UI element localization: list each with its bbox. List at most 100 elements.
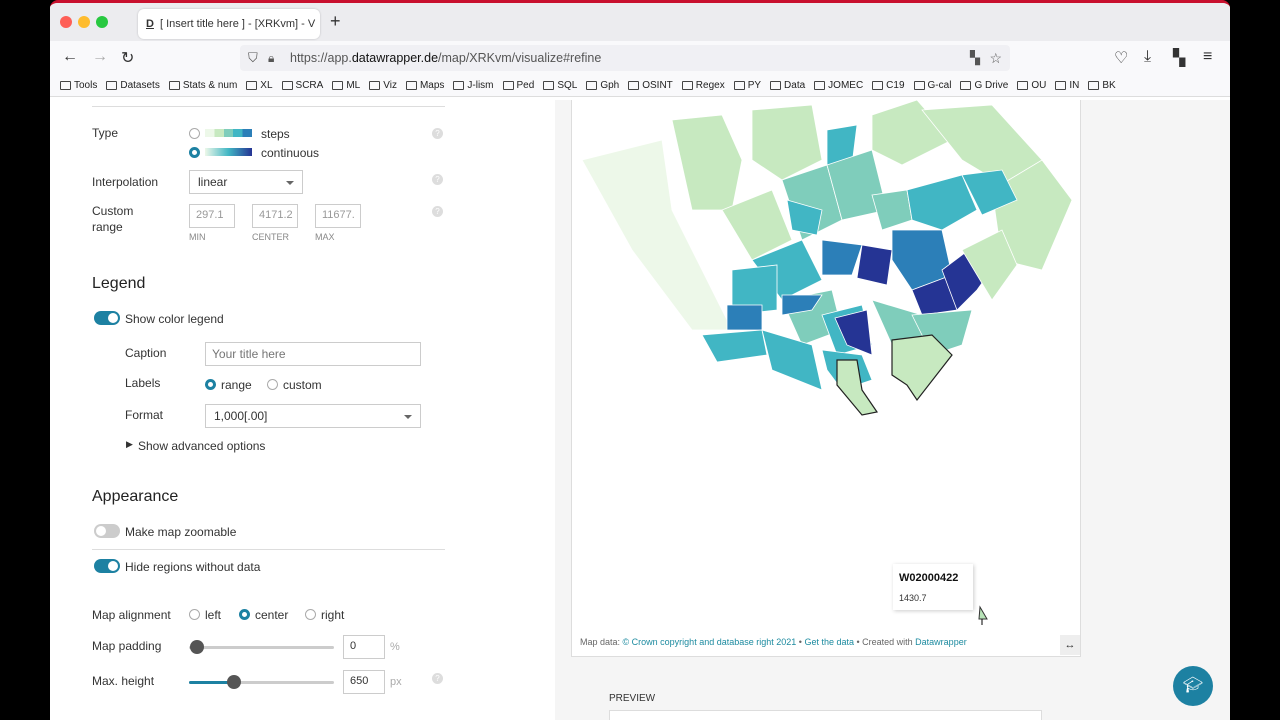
labels-range-radio[interactable] xyxy=(205,379,216,390)
bookmark-ml[interactable]: ML xyxy=(332,80,360,91)
bookmark-bk[interactable]: BK xyxy=(1088,80,1116,91)
height-input[interactable]: 650 xyxy=(343,670,385,694)
new-tab-button[interactable]: + xyxy=(330,11,341,31)
bookmark-ou[interactable]: OU xyxy=(1017,80,1046,91)
align-left-radio[interactable] xyxy=(189,609,200,620)
bookmark-sql[interactable]: SQL xyxy=(543,80,577,91)
hide-regions-toggle[interactable] xyxy=(94,559,120,573)
bookmark-viz[interactable]: Viz xyxy=(369,80,397,91)
padding-input[interactable]: 0 xyxy=(343,635,385,659)
pocket-icon[interactable]: ♡ xyxy=(1114,50,1129,67)
bookmark-maps[interactable]: Maps xyxy=(405,80,445,91)
range-max-input[interactable]: 11677. xyxy=(315,204,361,228)
bookmark-datasets[interactable]: Datasets xyxy=(106,80,160,91)
map-region[interactable] xyxy=(781,294,823,316)
zoomable-toggle[interactable] xyxy=(94,524,120,538)
maximize-window-button[interactable] xyxy=(96,16,108,28)
bookmark-g-drive[interactable]: G Drive xyxy=(960,80,1008,91)
bookmark-label: Maps xyxy=(419,80,445,91)
bookmark-in[interactable]: IN xyxy=(1055,80,1079,91)
qr-code-icon[interactable]: ▚ xyxy=(970,50,980,65)
map-footer: Map data: © Crown copyright and database… xyxy=(580,637,967,647)
map-region[interactable] xyxy=(726,304,763,331)
bookmark-j-lism[interactable]: J-lism xyxy=(453,80,494,91)
bookmark-osint[interactable]: OSINT xyxy=(628,80,673,91)
map-region[interactable] xyxy=(856,244,893,286)
steps-swatch xyxy=(205,129,252,137)
expand-triangle-icon[interactable]: ▶ xyxy=(126,439,133,449)
map-region[interactable] xyxy=(821,239,863,276)
bookmark-regex[interactable]: Regex xyxy=(681,80,725,91)
map-region[interactable] xyxy=(906,174,978,231)
folder-icon xyxy=(106,81,118,90)
map-region[interactable] xyxy=(786,199,823,236)
get-data-link[interactable]: Get the data xyxy=(804,637,854,647)
align-center-radio[interactable] xyxy=(239,609,250,620)
padding-slider[interactable] xyxy=(189,646,334,649)
map-region[interactable] xyxy=(871,189,913,231)
help-icon[interactable]: ? xyxy=(432,673,443,684)
bookmark-data[interactable]: Data xyxy=(770,80,805,91)
format-select[interactable]: 1,000[.00] xyxy=(205,404,421,428)
help-icon[interactable]: ? xyxy=(432,174,443,185)
download-icon[interactable]: ⤓ xyxy=(1144,48,1152,65)
reload-icon[interactable]: ↻ xyxy=(121,50,135,67)
bookmark-label: SQL xyxy=(557,80,578,91)
map-region[interactable] xyxy=(701,329,768,363)
help-icon[interactable]: ? xyxy=(432,128,443,139)
height-slider-handle[interactable] xyxy=(227,675,241,689)
map-region-highlighted[interactable] xyxy=(836,359,879,416)
interpolation-select[interactable]: linear xyxy=(189,170,303,194)
close-window-button[interactable] xyxy=(60,16,72,28)
type-continuous-radio[interactable] xyxy=(189,147,200,158)
help-icon[interactable]: ? xyxy=(432,206,443,217)
range-min-input[interactable]: 297.1 xyxy=(189,204,235,228)
max-label: MAX xyxy=(315,232,335,242)
resize-icon[interactable]: ↔ xyxy=(1060,635,1080,655)
padding-slider-handle[interactable] xyxy=(190,640,204,654)
range-center-input[interactable]: 4171.2 xyxy=(252,204,298,228)
advanced-options-link[interactable]: Show advanced options xyxy=(138,439,266,453)
caption-input[interactable] xyxy=(205,342,421,366)
bookmark-py[interactable]: PY xyxy=(733,80,761,91)
map-region-highlighted[interactable] xyxy=(891,334,953,402)
type-steps-radio[interactable] xyxy=(189,128,200,139)
extensions-icon[interactable]: ▚ xyxy=(1173,50,1186,67)
map-region[interactable] xyxy=(671,114,743,211)
map-region[interactable] xyxy=(731,264,778,316)
bookmark-gph[interactable]: Gph xyxy=(586,80,619,91)
datawrapper-link[interactable]: Datawrapper xyxy=(915,637,967,647)
bookmark-stats-num[interactable]: Stats & num xyxy=(168,80,237,91)
minimize-window-button[interactable] xyxy=(78,16,90,28)
map-region[interactable] xyxy=(834,309,873,356)
choropleth-map[interactable] xyxy=(572,100,1082,430)
bookmark-c19[interactable]: C19 xyxy=(872,80,905,91)
back-icon[interactable]: ← xyxy=(62,48,78,65)
bookmark-ped[interactable]: Ped xyxy=(502,80,534,91)
map-region[interactable] xyxy=(761,329,823,391)
bookmark-scra[interactable]: SCRA xyxy=(281,80,323,91)
labels-custom-radio[interactable] xyxy=(267,379,278,390)
map-region[interactable] xyxy=(961,169,1018,216)
folder-icon xyxy=(1055,81,1067,90)
source-link[interactable]: © Crown copyright and database right 202… xyxy=(622,637,797,647)
bookmark-g-cal[interactable]: G-cal xyxy=(913,80,951,91)
menu-icon[interactable]: ≡ xyxy=(1203,48,1213,65)
height-slider[interactable] xyxy=(189,681,334,684)
forward-icon[interactable]: → xyxy=(92,48,108,65)
academy-button[interactable]: 🎓︎ xyxy=(1173,666,1213,706)
bookmark-tools[interactable]: Tools xyxy=(60,80,97,91)
browser-tab[interactable]: D [ Insert title here ] - [XRKvm] - V ✕ xyxy=(138,9,320,39)
bookmark-jomec[interactable]: JOMEC xyxy=(814,80,863,91)
map-region[interactable] xyxy=(581,139,733,331)
map-region[interactable] xyxy=(751,104,823,181)
url-bar[interactable]: ⛉ 🔒︎ https://app. datawrapper.de/map/XRKv… xyxy=(240,45,1010,71)
align-right-radio[interactable] xyxy=(305,609,316,620)
map-region[interactable] xyxy=(871,100,953,166)
map-region[interactable] xyxy=(721,189,793,261)
map-region[interactable] xyxy=(961,229,1018,301)
bookmark-label: Gph xyxy=(600,80,620,91)
star-icon[interactable]: ☆ xyxy=(989,49,1002,66)
bookmark-xl[interactable]: XL xyxy=(246,80,273,91)
show-legend-toggle[interactable] xyxy=(94,311,120,325)
